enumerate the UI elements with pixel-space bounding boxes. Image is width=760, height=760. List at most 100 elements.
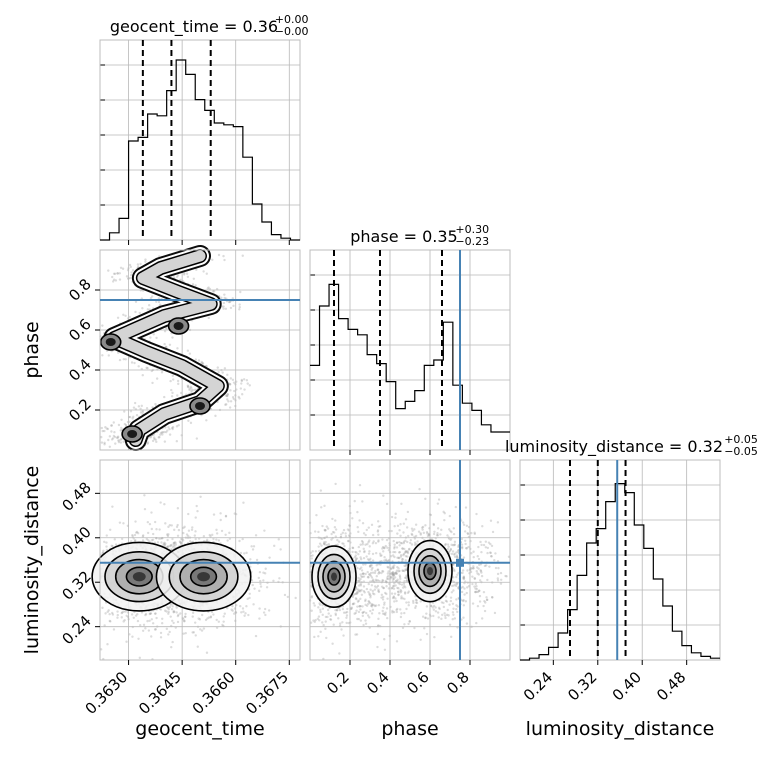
- scatter-point: [369, 564, 372, 567]
- scatter-point: [455, 604, 458, 607]
- scatter-point: [392, 595, 396, 598]
- scatter-point: [176, 614, 180, 618]
- scatter-point: [382, 586, 385, 590]
- scatter-point: [321, 607, 325, 610]
- scatter-point: [262, 579, 265, 582]
- scatter-point: [146, 441, 150, 444]
- scatter-point: [239, 604, 242, 608]
- scatter-point: [343, 544, 346, 548]
- scatter-point: [404, 568, 407, 571]
- scatter-point: [185, 272, 189, 275]
- scatter-point: [166, 534, 170, 538]
- scatter-point: [214, 414, 217, 418]
- scatter-point: [369, 571, 373, 575]
- scatter-point: [400, 612, 403, 615]
- scatter-point: [317, 635, 320, 638]
- scatter-point: [453, 543, 456, 547]
- scatter-point: [452, 544, 455, 547]
- scatter-point: [107, 609, 110, 612]
- scatter-point: [465, 524, 469, 527]
- scatter-point: [313, 620, 316, 624]
- scatter-point: [425, 612, 428, 615]
- scatter-point: [424, 616, 427, 620]
- scatter-point: [162, 542, 166, 545]
- scatter-point: [376, 568, 380, 571]
- scatter-point: [369, 574, 373, 577]
- scatter-point: [418, 487, 421, 491]
- scatter-point: [462, 616, 465, 619]
- scatter-point: [309, 621, 313, 624]
- scatter-point: [170, 395, 174, 398]
- scatter-point: [392, 566, 395, 569]
- scatter-point: [448, 514, 452, 518]
- scatter-point: [456, 556, 459, 559]
- scatter-point: [124, 423, 128, 427]
- scatter-point: [239, 387, 243, 390]
- scatter-point: [259, 585, 263, 588]
- scatter-point: [367, 526, 370, 529]
- scatter-point: [125, 640, 128, 643]
- scatter-point: [371, 541, 375, 545]
- scatter-point: [144, 260, 147, 263]
- scatter-point: [238, 397, 241, 400]
- scatter-point: [360, 593, 364, 597]
- scatter-point: [229, 389, 232, 392]
- scatter-point: [390, 515, 394, 519]
- scatter-point: [368, 545, 371, 548]
- scatter-point: [381, 547, 384, 550]
- scatter-point: [110, 544, 113, 547]
- scatter-point: [460, 537, 464, 541]
- scatter-point: [367, 576, 370, 579]
- scatter-point: [391, 575, 395, 579]
- scatter-point: [103, 429, 106, 433]
- scatter-point: [358, 550, 362, 553]
- scatter-point: [190, 386, 193, 390]
- scatter-point: [453, 543, 456, 546]
- scatter-point: [399, 577, 402, 581]
- scatter-point: [111, 611, 114, 615]
- scatter-point: [209, 616, 212, 619]
- scatter-point: [140, 611, 144, 614]
- scatter-point: [141, 374, 144, 377]
- scatter-point: [165, 545, 169, 549]
- scatter-point: [171, 545, 174, 549]
- scatter-point: [395, 569, 399, 572]
- scatter-point: [322, 542, 326, 546]
- scatter-point: [467, 545, 470, 549]
- scatter-point: [407, 548, 411, 551]
- scatter-point: [365, 555, 368, 558]
- scatter-point: [323, 542, 326, 545]
- scatter-point: [153, 612, 157, 615]
- scatter-point: [116, 613, 119, 617]
- scatter-point: [313, 530, 317, 533]
- scatter-point: [124, 610, 127, 613]
- scatter-point: [365, 611, 368, 615]
- scatter-point: [395, 541, 399, 544]
- scatter-point: [358, 519, 361, 522]
- scatter-point: [359, 558, 363, 561]
- scatter-point: [329, 618, 332, 621]
- scatter-point: [226, 398, 229, 401]
- scatter-point: [374, 578, 378, 581]
- scatter-point: [473, 577, 477, 581]
- density-peak: [105, 338, 116, 346]
- scatter-point: [353, 556, 357, 559]
- scatter-point: [115, 436, 119, 440]
- scatter-point: [122, 313, 125, 316]
- scatter-point: [504, 574, 507, 578]
- scatter-point: [180, 434, 183, 437]
- scatter-point: [169, 615, 172, 618]
- scatter-point: [462, 598, 465, 602]
- scatter-point: [375, 586, 378, 589]
- scatter-point: [345, 621, 348, 625]
- scatter-point: [337, 540, 341, 543]
- scatter-point: [425, 605, 429, 608]
- scatter-point: [243, 388, 246, 391]
- scatter-point: [476, 604, 480, 608]
- scatter-point: [258, 617, 261, 620]
- scatter-point: [248, 596, 251, 600]
- scatter-point: [404, 586, 407, 589]
- scatter-point: [148, 619, 151, 622]
- scatter-point: [182, 632, 185, 635]
- scatter-point: [443, 612, 446, 615]
